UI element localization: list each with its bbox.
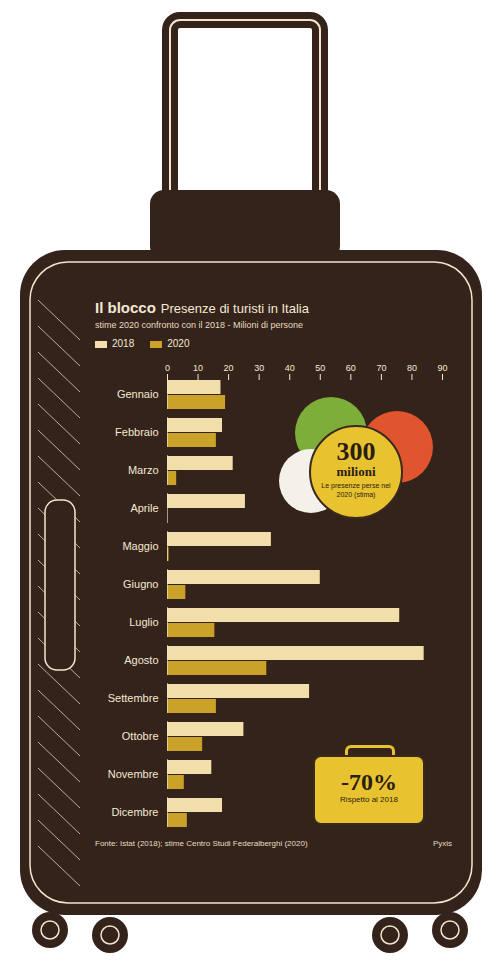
html-text:Pyxis: Pyxis (432, 839, 452, 848)
svg-text:Settembre: Settembre (108, 692, 159, 704)
svg-text:70: 70 (376, 363, 386, 373)
html-text:2020: 2020 (167, 338, 190, 349)
svg-text:50: 50 (315, 363, 325, 373)
svg-text:Agosto: Agosto (124, 654, 158, 666)
svg-text:60: 60 (346, 363, 356, 373)
svg-text:40: 40 (285, 363, 295, 373)
svg-text:30: 30 (254, 363, 264, 373)
svg-text:Luglio: Luglio (129, 616, 158, 628)
svg-text:Giugno: Giugno (123, 578, 158, 590)
html-text:stime 2020 confronto con il 20: stime 2020 confronto con il 2018 - Milio… (95, 320, 304, 330)
svg-text:0: 0 (165, 363, 170, 373)
svg-text:Gennaio: Gennaio (117, 388, 159, 400)
svg-text:Novembre: Novembre (108, 768, 159, 780)
svg-text:20: 20 (224, 363, 234, 373)
html-text:Le presenze perse nel 2020 (st: Le presenze perse nel 2020 (stima) (321, 482, 391, 498)
svg-text:Febbraio: Febbraio (115, 426, 158, 438)
html-text:2018: 2018 (112, 338, 135, 349)
svg-text:90: 90 (437, 363, 447, 373)
svg-text:Ottobre: Ottobre (122, 730, 159, 742)
html-text:Fonte: Istat (2018); stime Cen: Fonte: Istat (2018); stime Centro Studi … (95, 839, 308, 848)
html-text:-70%: -70% (341, 769, 397, 795)
svg-text:80: 80 (407, 363, 417, 373)
svg-text:Maggio: Maggio (122, 540, 158, 552)
html-text:300: 300 (336, 437, 376, 466)
svg-text:Marzo: Marzo (128, 464, 159, 476)
svg-text:Dicembre: Dicembre (111, 806, 158, 818)
html-text:milioni: milioni (336, 464, 376, 479)
html-text:Rispetto al 2018: Rispetto al 2018 (340, 795, 398, 804)
html-text:Il blocco Presenze di turisti: Il blocco Presenze di turisti in Italia (95, 299, 309, 316)
svg-text:Aprile: Aprile (130, 502, 158, 514)
svg-text:10: 10 (193, 363, 203, 373)
